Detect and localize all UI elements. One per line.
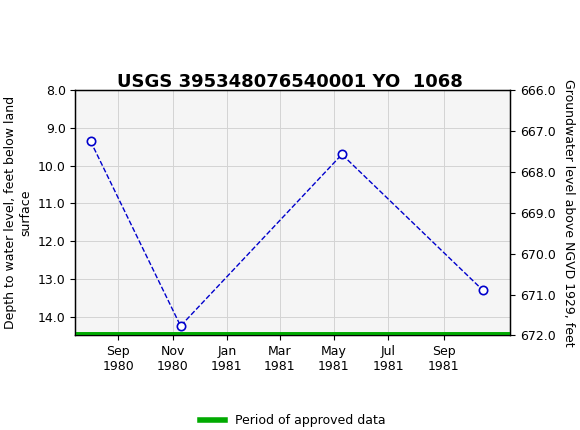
Y-axis label: Depth to water level, feet below land
surface: Depth to water level, feet below land su… [4,96,32,329]
Legend: Period of approved data: Period of approved data [195,409,391,430]
Text: USGS 395348076540001 YO  1068: USGS 395348076540001 YO 1068 [117,73,463,91]
Y-axis label: Groundwater level above NGVD 1929, feet: Groundwater level above NGVD 1929, feet [561,79,575,347]
Text: ▒USGS: ▒USGS [6,15,64,37]
